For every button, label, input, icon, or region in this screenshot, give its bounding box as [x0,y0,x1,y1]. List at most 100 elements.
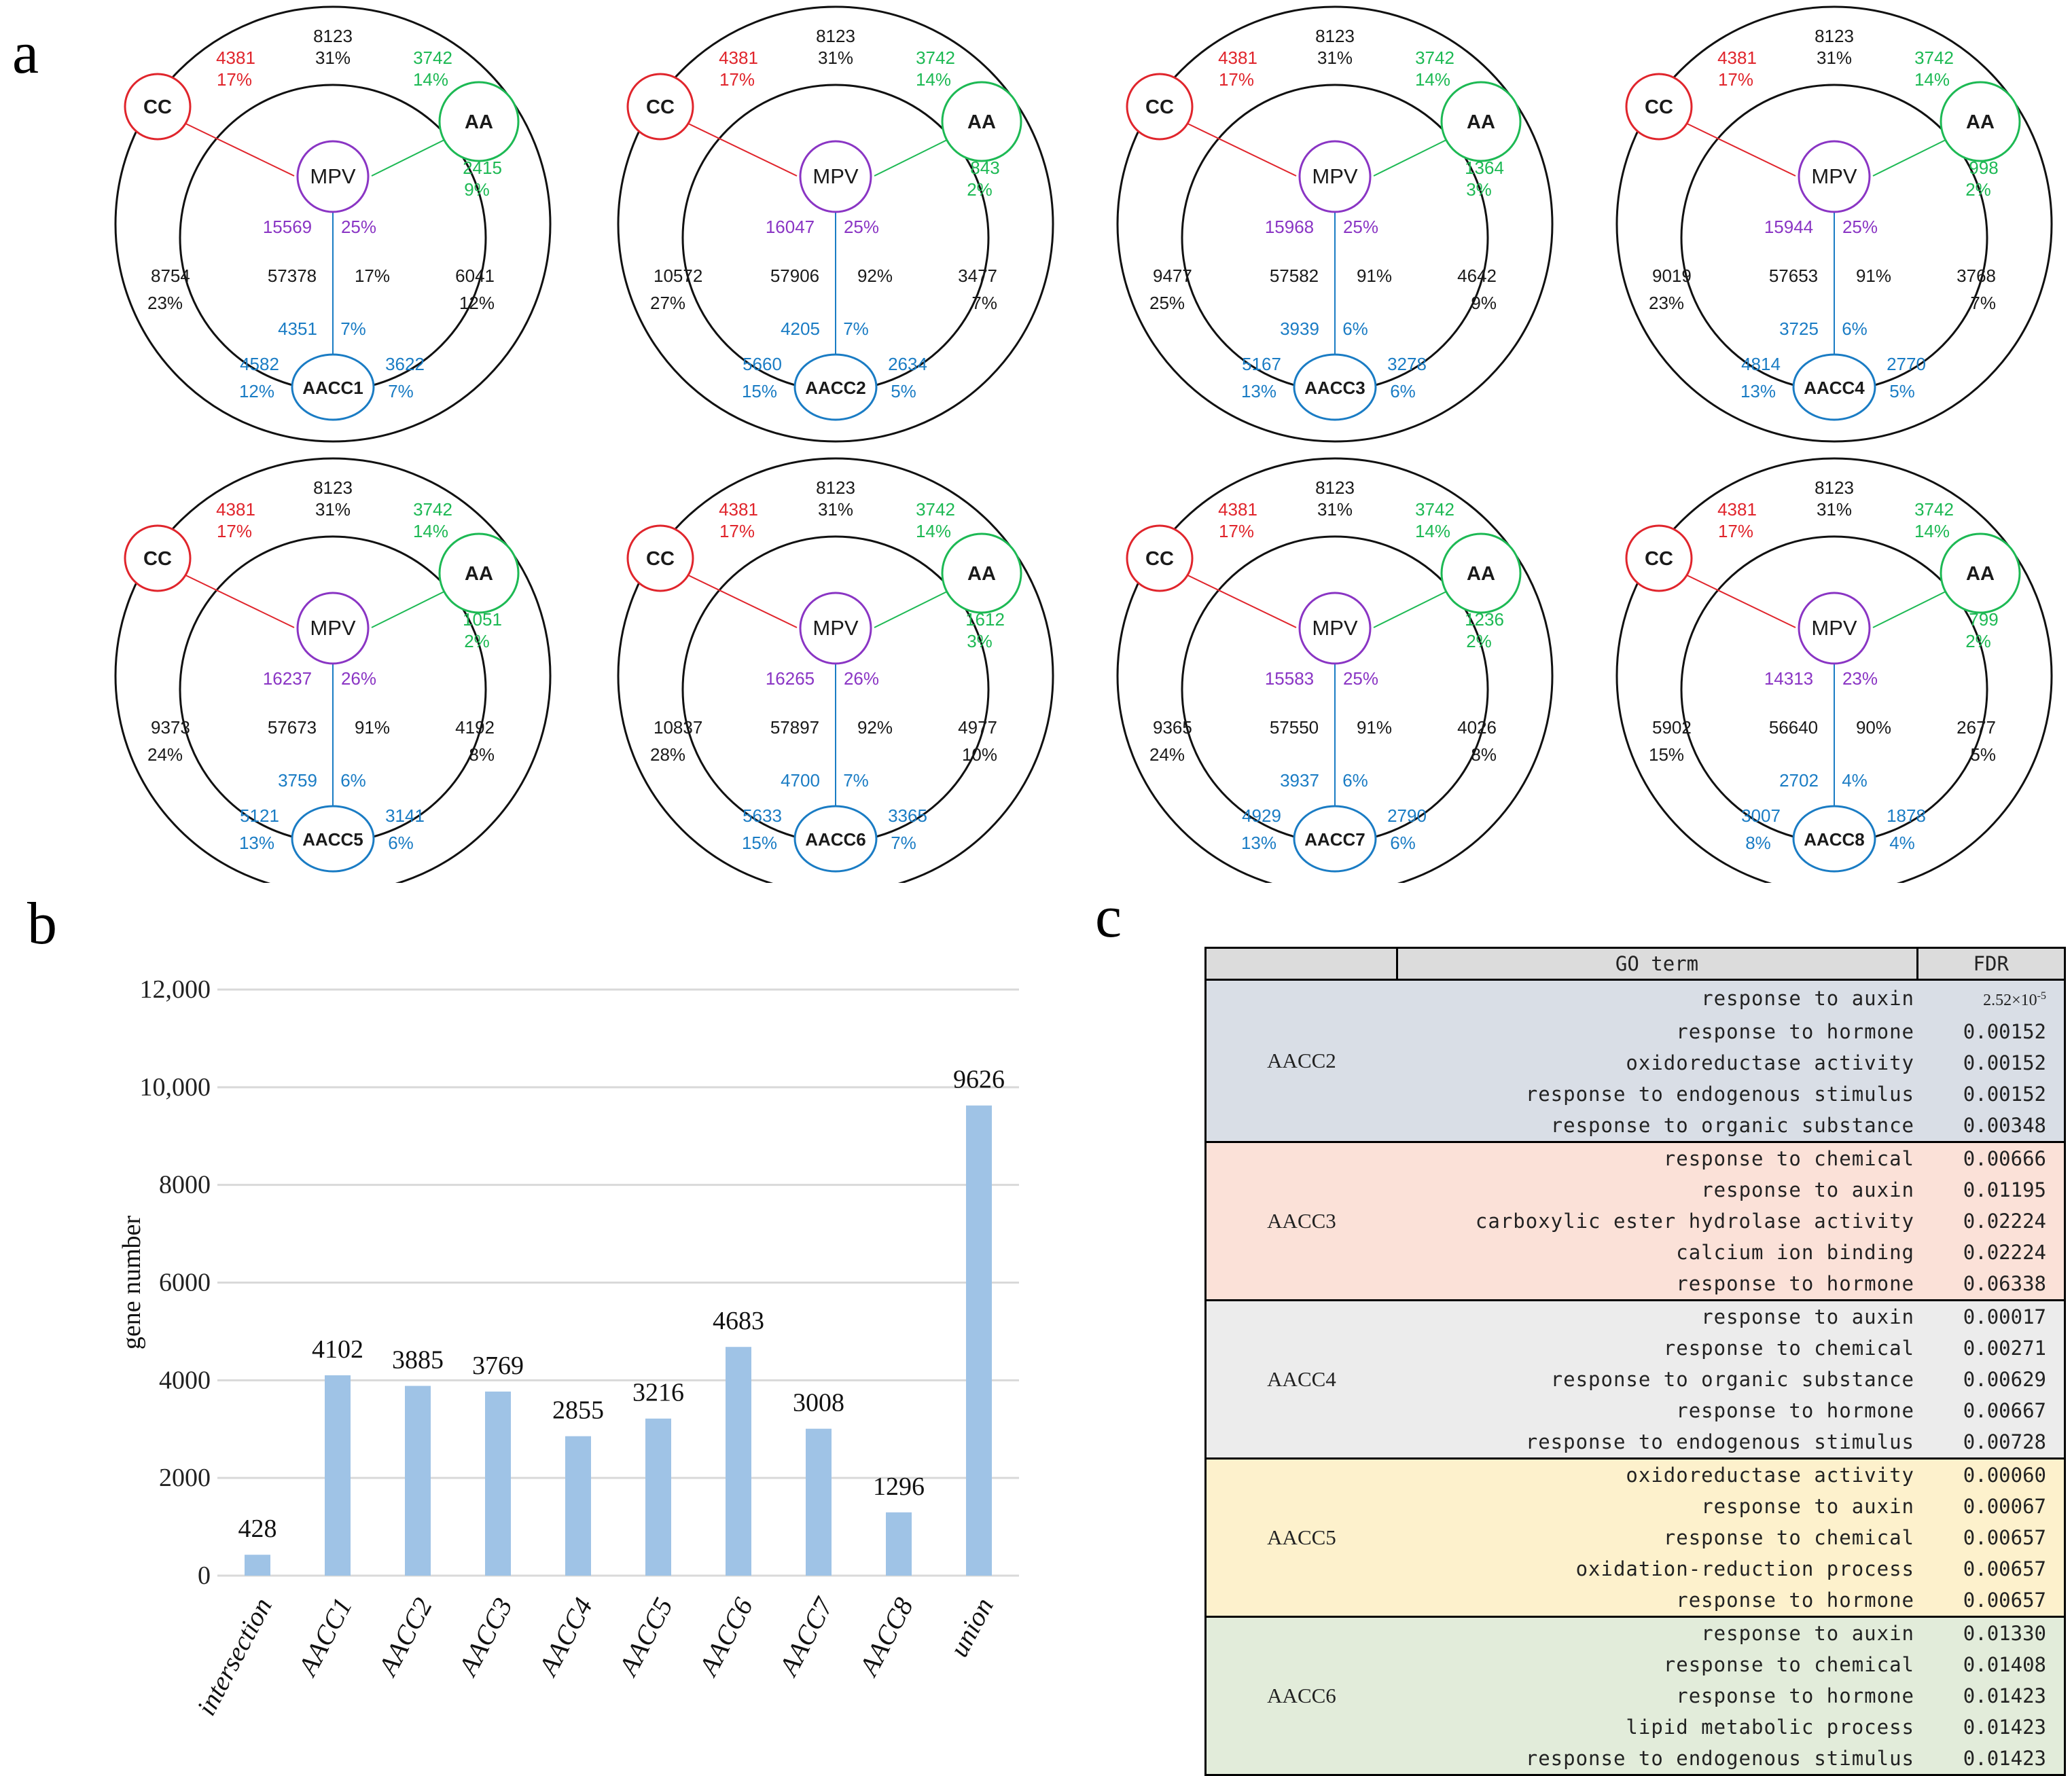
aacc-inner-percent: 6% [1342,770,1368,791]
center-count: 57582 [1270,266,1319,286]
mpv-count: 16237 [263,668,312,689]
left-percent: 15% [1649,744,1684,765]
go-term-cell: response to auxin [1701,1622,1914,1645]
cc-percent: 17% [1718,69,1753,90]
x-tick-label: AACC4 [531,1593,599,1682]
aa-inner-percent: 2% [464,631,490,651]
top-percent: 31% [818,48,853,68]
right-percent: 5% [1970,744,1996,765]
aacc-right-count: 3141 [385,805,425,826]
fdr-cell: 0.00348 [1963,1114,2046,1137]
cc-label: CC [1645,548,1673,570]
right-count: 3768 [1957,266,1996,286]
cc-link [181,573,295,628]
center-percent: 91% [1357,717,1392,738]
aa-label: AA [1467,563,1495,585]
fdr-cell: 0.00017 [1963,1305,2046,1328]
table-row: response to endogenous stimulus 0.00728 [1206,1426,2065,1459]
aa-inner-percent: 2% [1965,631,1991,651]
aacc-left-percent: 13% [239,833,274,853]
center-count: 56640 [1769,717,1818,738]
bar-aacc8 [886,1512,912,1576]
aa-inner-count: 1612 [965,609,1005,630]
top-percent: 31% [1317,499,1353,520]
aa-label: AA [967,563,996,585]
aa-link [1872,139,1946,177]
cc-percent: 17% [217,521,252,541]
top-count: 8123 [816,477,855,498]
fdr-cell: 0.01330 [1963,1622,2046,1645]
mpv-percent: 25% [844,217,879,237]
bar-data-label: 9626 [953,1066,1005,1094]
group-name: AACC6 [1267,1684,1336,1707]
aacc-inner-count: 3759 [278,770,317,791]
group-name: AACC4 [1267,1367,1336,1391]
table-row: response to hormone 0.00657 [1206,1584,2065,1617]
mpv-label: MPV [1811,164,1857,188]
go-term-cell: response to auxin [1701,1178,1914,1201]
aacc-inner-count: 2702 [1779,770,1819,791]
top-percent: 31% [1817,499,1852,520]
left-percent: 23% [1649,293,1684,313]
cc-label: CC [646,548,675,570]
table-row: AACC4 response to auxin 0.00017 [1206,1301,2065,1391]
left-count: 5902 [1652,717,1692,738]
table-row: response to auxin 0.00067 [1206,1491,2065,1522]
cc-circle [626,73,694,141]
outer-circle [617,5,1054,443]
aa-count: 3742 [1914,48,1954,68]
bar-data-label: 428 [238,1515,277,1543]
mpv-count: 15944 [1764,217,1813,237]
table-row: oxidoreductase activity 0.00152 [1206,1047,2065,1079]
cc-label: CC [143,548,172,570]
cc-count: 4381 [1717,499,1757,520]
aa-circle [1940,81,2021,162]
bar-aacc4 [565,1436,591,1576]
mpv-circle [1798,592,1871,665]
go-term-cell: carboxylic ester hydrolase activity [1475,1210,1914,1233]
cc-link [181,121,295,177]
go-term-cell: response to endogenous stimulus [1525,1083,1914,1106]
aa-circle [1440,81,1522,162]
right-count: 4977 [958,717,997,738]
aacc-label: AACC7 [1304,829,1365,850]
cc-percent: 17% [1219,69,1254,90]
x-tick-label: AACC3 [451,1593,518,1682]
y-tick-label: 12,000 [140,975,211,1004]
table-row: response to organic substance 0.00348 [1206,1110,2065,1142]
aa-circle [941,81,1022,162]
go-group-aacc2: AACC2 response to auxin 2.52×10-5 response … [1205,979,2065,1142]
aa-inner-percent: 3% [967,631,993,651]
aacc-left-percent: 13% [1241,381,1276,401]
table-row: response to hormone 0.00667 [1206,1395,2065,1426]
fdr-cell: 0.00060 [1963,1464,2046,1487]
aa-count: 3742 [413,499,452,520]
aacc-left-count: 5660 [743,354,782,374]
aa-link [874,139,948,177]
y-tick-label: 6000 [159,1269,211,1297]
x-tick-label: AACC1 [291,1593,358,1682]
aacc-right-percent: 6% [388,833,414,853]
mpv-percent: 25% [341,217,376,237]
go-term-cell: response to hormone [1676,1272,1914,1295]
table-row: response to chemical 0.01408 [1206,1649,2065,1680]
bar-data-label: 3885 [392,1346,444,1375]
aa-link [874,591,948,628]
center-count: 57550 [1270,717,1319,738]
fdr-cell: 0.00271 [1963,1337,2046,1360]
y-tick-label: 4000 [159,1366,211,1394]
mpv-circle [1298,140,1372,213]
table-row: response to chemical 0.00657 [1206,1522,2065,1553]
y-tick-label: 10,000 [140,1073,211,1102]
mpv-count: 15569 [263,217,312,237]
go-group-aacc5: AACC5 oxidoreductase activity 0.00060 respo… [1205,1458,2065,1617]
fdr-cell: 0.06338 [1963,1272,2046,1295]
table-row: AACC3 response to chemical 0.00666 [1206,1142,2065,1233]
cc-circle [1625,73,1693,141]
mpv-label: MPV [1312,616,1358,640]
aa-count: 3742 [1415,48,1454,68]
aa-label: AA [967,111,996,133]
venn-aacc1: CCAAMPVAACC1812331%438117%374214%24159%1… [114,5,552,443]
mpv-count: 16265 [766,668,815,689]
